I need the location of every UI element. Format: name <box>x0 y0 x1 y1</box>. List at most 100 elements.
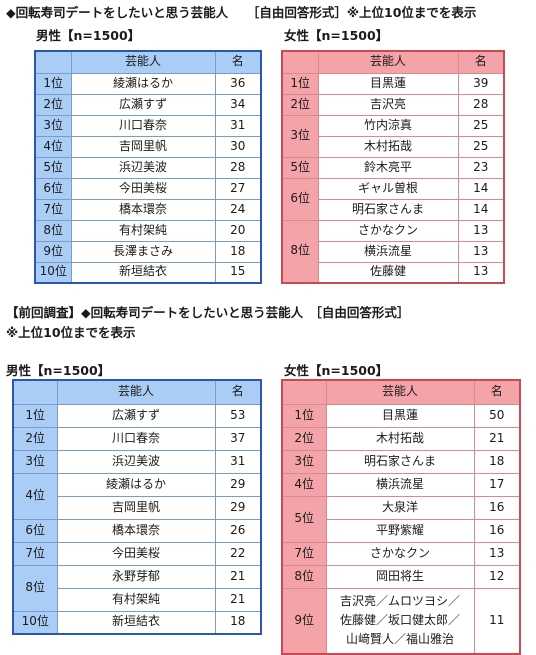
count-cell: 16 <box>473 518 521 543</box>
table-row: 8位 有村架純 20 <box>34 219 262 242</box>
name-cell: 目黒蓮 <box>317 72 459 95</box>
rank-cell: 3位 <box>34 114 72 137</box>
header-blank <box>281 379 327 405</box>
table-row: 5位 鈴木亮平 23 <box>281 156 505 179</box>
label-current-male: 男性【n=1500】 <box>36 28 141 43</box>
table-previous-female: 芸能人 名 1位 目黒蓮 50 2位 木村拓哉 21 3位 明石家さんま 18 4位 横浜流星… <box>281 379 521 655</box>
name-cell: 今田美桜 <box>70 177 216 200</box>
rank-cell: 2位 <box>12 426 58 451</box>
name-line: 吉沢亮／ムロツヨシ／ <box>339 593 460 608</box>
name-cell: 長澤まさみ <box>70 240 216 263</box>
name-cell: 明石家さんま <box>325 449 475 474</box>
table-row: 10位 新垣結衣 15 <box>34 261 262 284</box>
name-cell: 浜辺美波 <box>70 156 216 179</box>
count-cell: 31 <box>214 114 262 137</box>
name-cell: 平野紫耀 <box>325 518 475 543</box>
count-cell: 25 <box>457 135 505 158</box>
table-row: 1位 目黒蓮 50 <box>281 403 521 428</box>
name-cell: 綾瀬はるか <box>70 72 216 95</box>
name-cell-multi: 吉沢亮／ムロツヨシ／ 佐藤健／坂口健太郎／ 山﨑賢人／福山雅治 <box>325 587 475 655</box>
table-row: 1位 広瀬すず 53 <box>12 403 262 428</box>
count-cell: 15 <box>214 261 262 284</box>
name-cell: 浜辺美波 <box>56 449 216 474</box>
count-cell: 30 <box>214 135 262 158</box>
count-cell: 20 <box>214 219 262 242</box>
name-cell: 川口春奈 <box>56 426 216 451</box>
count-cell: 53 <box>214 403 262 428</box>
count-cell: 34 <box>214 93 262 116</box>
table-row: 3位 浜辺美波 31 <box>12 449 262 474</box>
table-row: 6位 橋本環奈 26 <box>12 518 262 543</box>
count-cell: 29 <box>214 495 262 520</box>
name-cell: 永野芽郁 <box>56 564 216 589</box>
table-current-male: 芸能人 名 1位 綾瀬はるか 36 2位 広瀬すず 34 3位 川口春奈 31 4位 吉岡里帆… <box>34 50 262 284</box>
rank-cell: 10位 <box>34 261 72 284</box>
name-cell: 川口春奈 <box>70 114 216 137</box>
header-blank <box>34 50 72 74</box>
name-cell: 吉沢亮 <box>317 93 459 116</box>
rank-cell: 4位 <box>12 472 58 520</box>
count-cell: 14 <box>457 177 505 200</box>
name-cell: 新垣結衣 <box>56 610 216 635</box>
table-row: 1位 綾瀬はるか 36 <box>34 72 262 95</box>
count-cell: 50 <box>473 403 521 428</box>
header-blank <box>12 379 58 405</box>
name-cell: 有村架純 <box>56 587 216 612</box>
count-cell: 23 <box>457 156 505 179</box>
table-previous-male: 芸能人 名 1位 広瀬すず 53 2位 川口春奈 37 3位 浜辺美波 31 4位 綾瀬はるか… <box>12 379 262 635</box>
table-row: 2位 木村拓哉 21 <box>281 426 521 451</box>
table-row: 吉岡里帆 29 <box>13 495 262 520</box>
count-cell: 21 <box>214 587 262 612</box>
rank-cell: 6位 <box>34 177 72 200</box>
table-current-female: 芸能人 名 1位 目黒蓮 39 2位 吉沢亮 28 3位 竹内涼真 25 木村拓哉 25 5位… <box>281 50 505 284</box>
count-cell: 28 <box>214 156 262 179</box>
rank-cell: 10位 <box>12 610 58 635</box>
rank-cell: 9位 <box>281 587 327 655</box>
count-cell: 25 <box>457 114 505 137</box>
rank-cell: 1位 <box>12 403 58 428</box>
header-person: 芸能人 <box>325 379 475 405</box>
rank-cell: 5位 <box>281 156 319 179</box>
table-row: 3位 川口春奈 31 <box>34 114 262 137</box>
count-cell: 18 <box>214 240 262 263</box>
name-cell: ギャル曽根 <box>317 177 459 200</box>
table-row: 3位 竹内涼真 25 <box>281 114 505 158</box>
name-cell: 吉岡里帆 <box>56 495 216 520</box>
count-cell: 14 <box>457 198 505 221</box>
name-cell: 横浜流星 <box>325 472 475 497</box>
rank-cell: 8位 <box>281 219 319 284</box>
table-row: 7位 さかなクン 13 <box>281 541 521 566</box>
count-cell: 18 <box>214 610 262 635</box>
table-row: 7位 橋本環奈 24 <box>34 198 262 221</box>
table-row: 6位 ギャル曽根 14 <box>281 177 505 221</box>
label-previous-male: 男性【n=1500】 <box>6 363 111 378</box>
table-row: 10位 新垣結衣 18 <box>12 610 262 635</box>
name-line: 山﨑賢人／福山雅治 <box>345 632 454 647</box>
count-cell: 13 <box>457 240 505 263</box>
rank-cell: 4位 <box>34 135 72 158</box>
table-row: 7位 今田美桜 22 <box>12 541 262 566</box>
count-cell: 27 <box>214 177 262 200</box>
header-count: 名 <box>473 379 521 405</box>
table-row: 8位 岡田将生 12 <box>281 564 521 589</box>
rank-cell: 1位 <box>281 72 319 95</box>
name-cell: 大泉洋 <box>325 495 475 520</box>
table-row: 2位 川口春奈 37 <box>12 426 262 451</box>
name-cell: 鈴木亮平 <box>317 156 459 179</box>
count-cell: 22 <box>214 541 262 566</box>
table-row: 1位 目黒蓮 39 <box>281 72 505 95</box>
rank-cell: 3位 <box>281 114 319 158</box>
name-cell: 岡田将生 <box>325 564 475 589</box>
table-row: 横浜流星 13 <box>282 240 505 263</box>
title-current: ◆回転寿司デートをしたいと思う芸能人 ［自由回答形式］※上位10位までを表示 <box>6 5 477 20</box>
rank-cell: 6位 <box>281 177 319 221</box>
table-row: 8位 永野芽郁 21 <box>12 564 262 612</box>
count-cell: 21 <box>473 426 521 451</box>
table-row: 6位 今田美桜 27 <box>34 177 262 200</box>
count-cell: 17 <box>473 472 521 497</box>
table-row: 佐藤健 13 <box>282 261 505 284</box>
count-cell: 11 <box>473 587 521 655</box>
header-person: 芸能人 <box>56 379 216 405</box>
name-cell: 広瀬すず <box>56 403 216 428</box>
count-cell: 29 <box>214 472 262 497</box>
